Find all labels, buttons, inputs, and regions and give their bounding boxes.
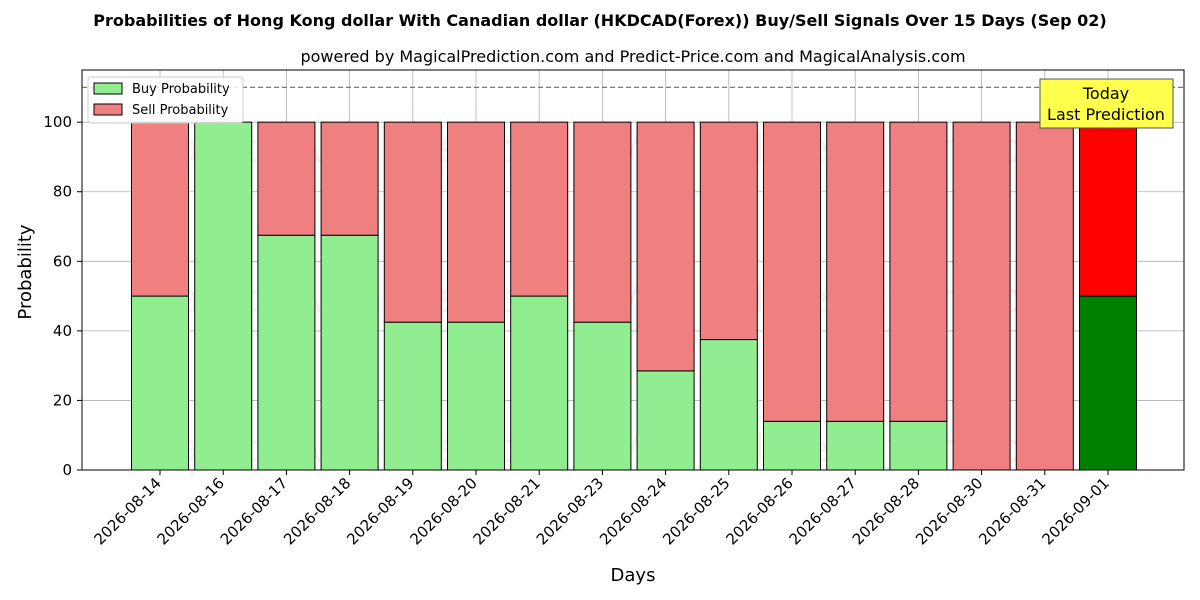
x-tick-label: 2026-08-27 — [786, 474, 860, 548]
y-tick-label: 40 — [53, 322, 72, 340]
x-tick-label: 2026-08-20 — [406, 474, 480, 548]
y-tick-label: 60 — [53, 252, 72, 270]
y-tick-label: 100 — [43, 113, 72, 131]
bar-buy-2026-08-21 — [510, 295, 569, 471]
bar-sell-2026-08-21 — [510, 121, 569, 297]
x-tick-label: 2026-08-16 — [154, 474, 228, 548]
bar-buy-2026-08-18 — [320, 234, 379, 471]
y-axis-label: Probability — [15, 224, 36, 319]
x-axis-label: Days — [611, 565, 656, 586]
bar-buy-2026-08-19 — [383, 321, 442, 471]
x-tick-label: 2026-08-17 — [217, 474, 291, 548]
bar-sell-2026-08-20 — [447, 121, 505, 323]
bar-sell-2026-08-30 — [952, 121, 1011, 471]
bar-buy-2026-08-25 — [699, 339, 758, 471]
x-tick-label: 2026-08-21 — [470, 474, 544, 548]
x-tick-label: 2026-08-30 — [912, 474, 986, 548]
y-ticks: 0 20 40 60 80 100 — [43, 113, 82, 479]
x-tick-label: 2026-08-25 — [659, 474, 733, 548]
bar-sell-2026-08-17 — [257, 121, 316, 236]
x-ticks: 2026-08-142026-08-162026-08-172026-08-18… — [90, 470, 1113, 548]
x-tick-label: 2026-08-26 — [722, 474, 796, 548]
chart-subtitle: powered by MagicalPrediction.com and Pre… — [300, 47, 965, 66]
legend-label-sell: Sell Probability — [132, 103, 229, 118]
bar-buy-2026-08-27 — [826, 420, 885, 471]
bar-sell-2026-08-31 — [1015, 121, 1074, 471]
x-tick-label: 2026-09-01 — [1038, 474, 1112, 548]
bar-sell-2026-09-01 — [1079, 121, 1137, 297]
chart-title: Probabilities of Hong Kong dollar With C… — [93, 11, 1106, 30]
bar-sell-2026-08-19 — [383, 121, 442, 323]
legend-swatch-sell — [93, 103, 123, 116]
x-tick-label: 2026-08-31 — [975, 474, 1049, 548]
x-tick-label: 2026-08-19 — [343, 474, 417, 548]
y-tick-label: 0 — [62, 461, 72, 479]
y-tick-label: 80 — [53, 183, 72, 201]
bar-buy-2026-08-17 — [257, 234, 316, 471]
legend-swatch-buy — [93, 82, 123, 95]
bar-sell-2026-08-14 — [131, 121, 189, 297]
bar-buy-2026-08-24 — [636, 370, 695, 471]
bar-buy-2026-08-20 — [447, 321, 505, 471]
bar-sell-2026-08-26 — [763, 121, 821, 422]
x-tick-label: 2026-08-23 — [533, 474, 607, 548]
legend-label-buy: Buy Probability — [132, 82, 230, 97]
bar-buy-2026-08-28 — [889, 420, 948, 471]
bar-buy-2026-08-23 — [573, 321, 632, 471]
bar-sell-2026-08-27 — [826, 121, 885, 422]
today-annotation-line-1: Today — [1082, 84, 1129, 103]
plot-frame — [81, 69, 1185, 471]
legend: Buy Probability Sell Probability — [87, 76, 244, 124]
x-tick-label: 2026-08-24 — [596, 474, 670, 548]
bar-sell-2026-08-23 — [573, 121, 632, 323]
bar-buy-2026-08-14 — [131, 295, 189, 471]
x-tick-label: 2026-08-28 — [849, 474, 923, 548]
y-tick-label: 20 — [53, 391, 72, 409]
bar-sell-2026-08-18 — [320, 121, 379, 236]
bar-sell-2026-08-24 — [636, 121, 695, 372]
bar-sell-2026-08-25 — [699, 121, 758, 341]
bar-buy-2026-08-26 — [763, 420, 821, 471]
x-tick-label: 2026-08-14 — [90, 474, 164, 548]
bar-sell-2026-08-28 — [889, 121, 948, 422]
x-tick-label: 2026-08-18 — [280, 474, 354, 548]
today-annotation: Today Last Prediction — [1039, 78, 1174, 129]
bars — [131, 121, 1137, 471]
bar-buy-2026-09-01 — [1079, 295, 1137, 471]
today-annotation-line-2: Last Prediction — [1047, 105, 1165, 124]
today-annotation-box — [1039, 78, 1174, 129]
legend-box — [87, 76, 244, 124]
bar-buy-2026-08-16 — [194, 121, 253, 471]
